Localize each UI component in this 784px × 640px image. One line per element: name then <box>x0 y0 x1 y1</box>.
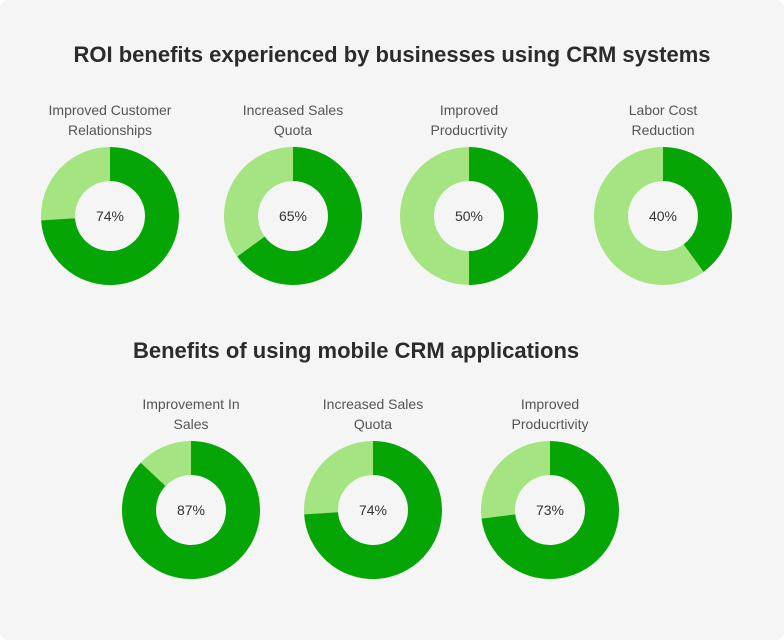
donut-chart: 74% <box>41 147 179 285</box>
chart-category-label-line: Improved <box>439 102 499 118</box>
donut-chart: 74% <box>304 441 442 579</box>
chart-category-label-line: Increased Sales <box>322 396 424 412</box>
chart-category-label: Improvement In Sales <box>101 394 281 434</box>
chart-category-label-line: Quota <box>353 416 393 432</box>
chart-category-label-line: Producrtivity <box>511 416 589 432</box>
chart-category-label-line: Reduction <box>631 122 695 138</box>
donut-remainder-slice <box>594 147 704 285</box>
chart-category-label: Labor Cost Reduction <box>573 100 753 140</box>
chart-category-label-line: Sales <box>173 416 209 432</box>
chart-category-label-line: Quota <box>273 122 313 138</box>
donut-percent-label: 74% <box>359 502 387 518</box>
donut-value-slice <box>41 147 179 285</box>
donut-remainder-slice <box>140 441 191 487</box>
donut-percent-label: 65% <box>279 208 307 224</box>
donut-chart: 50% <box>400 147 538 285</box>
donut-chart: 65% <box>224 147 362 285</box>
donut-value-slice <box>237 147 362 285</box>
donut-remainder-slice <box>224 147 293 257</box>
donut-chart: 40% <box>594 147 732 285</box>
donut-value-slice <box>481 441 619 579</box>
section-title-roi: ROI benefits experienced by businesses u… <box>73 42 711 67</box>
donut-remainder-slice <box>304 441 373 515</box>
donut-value-slice <box>663 147 732 272</box>
chart-category-label: Increased Sales Quota <box>203 100 383 140</box>
chart-category-label: Increased Sales Quota <box>283 394 463 434</box>
chart-category-label-line: Improved Customer <box>48 102 172 118</box>
chart-category-label: Improved Customer Relationships <box>20 100 200 140</box>
donut-chart: 87% <box>121 441 260 579</box>
donut-remainder-slice <box>481 441 550 519</box>
chart-category-label-line: Increased Sales <box>242 102 344 118</box>
donut-percent-label: 40% <box>649 208 677 224</box>
chart-category-label: Improved Producrtivity <box>379 100 559 140</box>
donut-chart: 73% <box>481 441 619 579</box>
donut-value-slice <box>304 441 442 579</box>
donut-value-slice <box>121 441 260 579</box>
donut-percent-label: 87% <box>177 502 205 518</box>
donut-percent-label: 73% <box>536 502 564 518</box>
donut-value-slice <box>469 147 538 285</box>
section-title-mobile: Benefits of using mobile CRM application… <box>133 338 580 363</box>
donut-remainder-slice <box>41 147 110 221</box>
chart-category-label-line: Labor Cost <box>628 102 698 118</box>
chart-category-label-line: Improvement In <box>142 396 240 412</box>
chart-category-label-line: Producrtivity <box>430 122 508 138</box>
donut-remainder-slice <box>400 147 469 285</box>
chart-category-label: Improved Producrtivity <box>460 394 640 434</box>
chart-category-label-line: Improved <box>520 396 580 412</box>
donut-percent-label: 50% <box>455 208 483 224</box>
donut-percent-label: 74% <box>96 208 124 224</box>
chart-category-label-line: Relationships <box>67 122 153 138</box>
